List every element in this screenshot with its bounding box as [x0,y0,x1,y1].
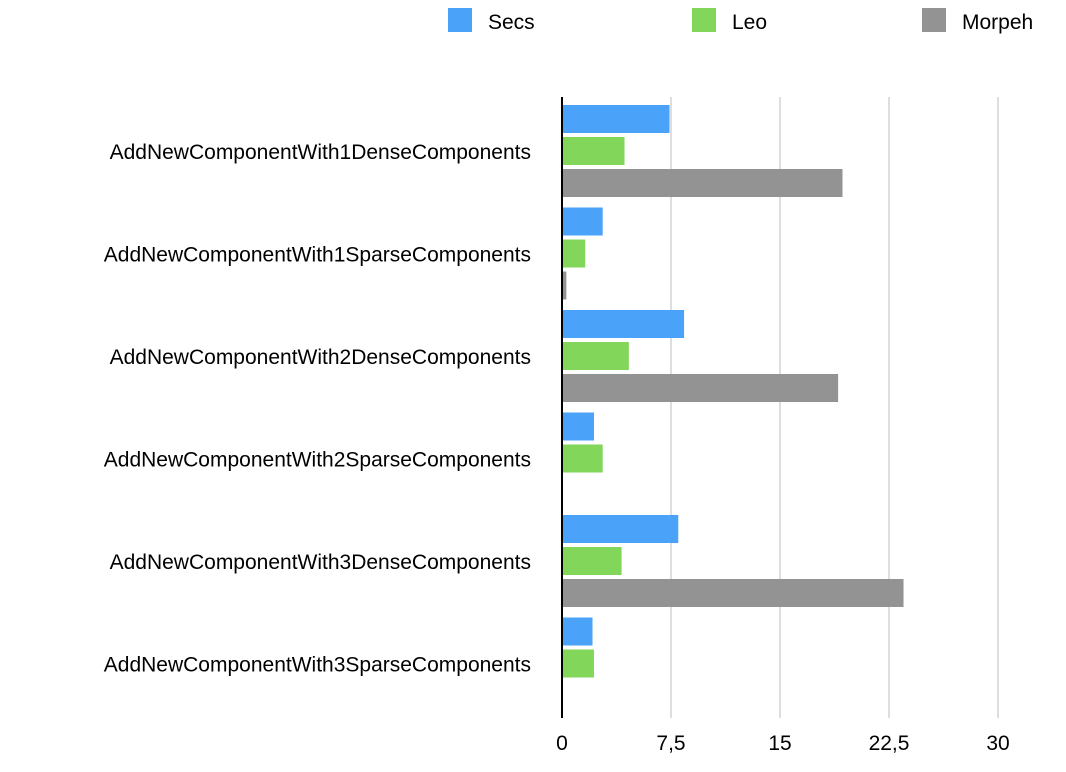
legend: Secs Leo Morpeh [448,8,1033,34]
bar-leo [562,239,586,268]
x-tick-labels: 0 7,5 15 22,5 30 [556,732,1010,755]
category-label: AddNewComponentWith1DenseComponents [110,141,531,164]
legend-label-leo: Leo [732,11,767,34]
legend-swatch-leo [692,8,716,32]
legend-label-morpeh: Morpeh [962,11,1033,34]
x-tick-label: 30 [986,732,1009,755]
gridlines [670,97,999,718]
category-label: AddNewComponentWith2SparseComponents [104,449,531,472]
category-label: AddNewComponentWith3SparseComponents [104,654,531,677]
bar-leo [562,547,622,575]
x-tick-label: 7,5 [656,732,685,755]
bars [562,105,904,678]
bar-morpeh [562,374,839,402]
bar-leo [562,137,625,165]
x-tick-label: 22,5 [869,732,910,755]
x-tick-label: 15 [768,732,791,755]
bar-secs [562,515,679,543]
bar-secs [562,412,594,441]
x-tick-label: 0 [556,732,568,755]
bar-secs [562,105,670,133]
bar-leo [562,649,594,678]
category-labels: AddNewComponentWith1DenseComponents AddNe… [104,141,531,677]
category-label: AddNewComponentWith3DenseComponents [110,551,531,574]
legend-swatch-secs [448,8,472,32]
bar-morpeh [562,169,843,197]
bar-morpeh [562,579,904,607]
bar-leo [562,342,629,370]
category-label: AddNewComponentWith2DenseComponents [110,346,531,369]
legend-label-secs: Secs [488,11,535,34]
bar-secs [562,207,603,236]
bar-secs [562,617,593,646]
category-label: AddNewComponentWith1SparseComponents [104,244,531,267]
bar-secs [562,310,685,338]
legend-swatch-morpeh [922,8,946,32]
bar-morpeh [562,271,567,300]
bar-leo [562,444,603,473]
